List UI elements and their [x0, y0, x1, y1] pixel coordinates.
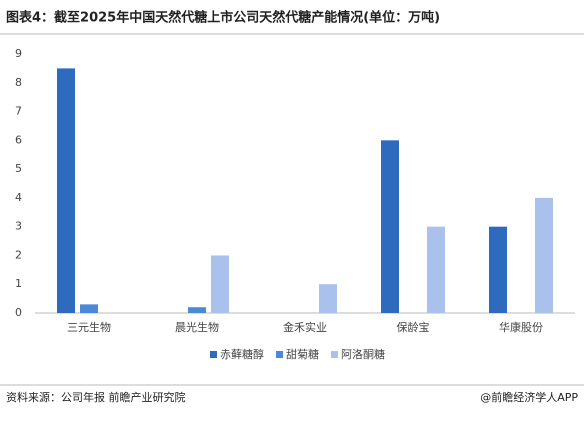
bar — [489, 226, 507, 313]
y-tick-label: 1 — [15, 277, 22, 290]
y-tick-label: 6 — [15, 133, 22, 146]
y-tick-label: 4 — [15, 191, 22, 204]
credit: @前瞻经济学人APP — [480, 390, 578, 404]
bar — [381, 140, 399, 313]
y-tick-label: 5 — [15, 162, 22, 175]
legend-label: 甜菊糖 — [286, 347, 319, 361]
y-tick-label: 8 — [15, 76, 22, 89]
y-tick-label: 7 — [15, 105, 22, 118]
y-tick-label: 3 — [15, 220, 22, 233]
bar — [427, 226, 445, 313]
bar — [211, 255, 229, 313]
x-tick-label: 保龄宝 — [397, 320, 430, 334]
x-tick-label: 金禾实业 — [283, 320, 327, 334]
source: 资料来源：公司年报 前瞻产业研究院 — [6, 390, 186, 404]
x-tick-label: 三元生物 — [67, 320, 111, 334]
legend-swatch — [210, 351, 217, 358]
chart-title: 图表4：截至2025年中国天然代糖上市公司天然代糖产能情况(单位：万吨) — [6, 10, 440, 26]
bar — [80, 304, 98, 313]
x-tick-label: 华康股份 — [499, 320, 543, 334]
x-tick-label: 晨光生物 — [175, 320, 219, 334]
bar — [319, 284, 337, 313]
bar — [57, 68, 75, 313]
bar — [188, 307, 206, 313]
y-tick-label: 0 — [15, 306, 22, 319]
legend-swatch — [331, 351, 338, 358]
legend-label: 赤藓糖醇 — [220, 347, 264, 361]
y-tick-label: 9 — [15, 47, 22, 60]
legend-label: 阿洛酮糖 — [341, 347, 385, 361]
bar — [535, 197, 553, 313]
legend-swatch — [276, 351, 283, 358]
y-tick-label: 2 — [15, 248, 22, 261]
